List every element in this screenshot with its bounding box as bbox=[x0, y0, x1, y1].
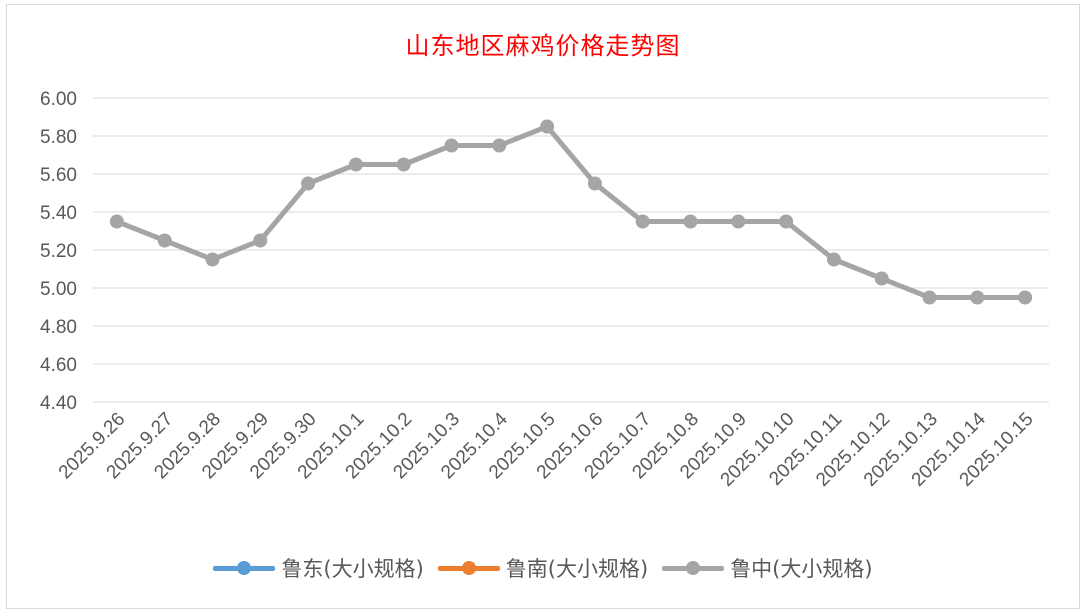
legend-swatch-lunan bbox=[437, 558, 500, 578]
data-point bbox=[922, 290, 937, 305]
y-tick-label: 5.20 bbox=[40, 241, 77, 262]
legend-dot bbox=[461, 561, 476, 575]
series-line bbox=[114, 124, 1028, 300]
data-point bbox=[731, 214, 746, 229]
y-tick-label: 5.40 bbox=[40, 203, 77, 224]
data-point bbox=[348, 157, 363, 172]
legend-dot bbox=[237, 561, 252, 575]
data-point bbox=[109, 214, 124, 229]
data-point bbox=[635, 214, 650, 229]
y-tick-label: 5.00 bbox=[40, 279, 77, 300]
y-axis-ticks: 4.40 4.60 4.80 5.00 5.20 5.40 5.60 5.80 6.00 bbox=[40, 89, 77, 414]
data-point bbox=[1018, 290, 1033, 305]
legend: 鲁东(大小规格) 鲁南(大小规格) 鲁中(大小规格) bbox=[0, 553, 1086, 583]
data-point bbox=[540, 119, 555, 134]
legend-label-luzhong: 鲁中(大小规格) bbox=[730, 557, 873, 581]
data-point bbox=[492, 138, 507, 153]
y-tick-label: 5.60 bbox=[40, 165, 77, 186]
data-point bbox=[779, 214, 794, 229]
x-axis-ticks: 2025.9.262025.9.272025.9.282025.9.292025… bbox=[55, 408, 1038, 490]
legend-swatch-luzhong bbox=[662, 558, 725, 578]
y-tick-label: 4.40 bbox=[40, 393, 77, 414]
data-point bbox=[301, 176, 316, 191]
chart-title: 山东地区麻鸡价格走势图 bbox=[405, 32, 681, 60]
y-tick-label: 4.80 bbox=[40, 317, 77, 338]
legend-item-luzhong[interactable]: 鲁中(大小规格) bbox=[662, 553, 873, 583]
data-point bbox=[396, 157, 411, 172]
gridlines bbox=[93, 97, 1049, 403]
legend-label-lunan: 鲁南(大小规格) bbox=[505, 557, 649, 581]
y-tick-label: 5.80 bbox=[40, 127, 77, 148]
legend-dot bbox=[686, 561, 701, 575]
data-point bbox=[587, 176, 602, 191]
series-layer bbox=[109, 119, 1033, 305]
data-point bbox=[970, 290, 985, 305]
data-point bbox=[205, 252, 220, 267]
legend-label-ludong: 鲁东(大小规格) bbox=[281, 557, 424, 581]
y-tick-label: 6.00 bbox=[40, 89, 77, 110]
data-point bbox=[826, 252, 841, 267]
chart-frame bbox=[6, 4, 1080, 609]
data-point bbox=[157, 233, 172, 248]
data-point bbox=[444, 138, 459, 153]
legend-item-lunan[interactable]: 鲁南(大小规格) bbox=[437, 553, 649, 583]
y-tick-label: 4.60 bbox=[40, 355, 77, 376]
legend-swatch-ludong bbox=[213, 558, 276, 578]
legend-item-ludong[interactable]: 鲁东(大小规格) bbox=[213, 553, 424, 583]
data-point bbox=[874, 271, 889, 286]
data-point bbox=[253, 233, 268, 248]
data-point bbox=[683, 214, 698, 229]
